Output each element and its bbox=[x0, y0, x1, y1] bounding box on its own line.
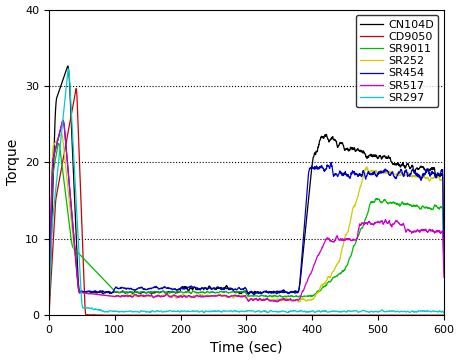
SR517 bbox=[77, 290, 82, 294]
CN104D bbox=[77, 289, 82, 294]
SR517 bbox=[440, 275, 446, 279]
X-axis label: Time (sec): Time (sec) bbox=[210, 341, 282, 355]
CD9050 bbox=[93, 313, 98, 317]
SR297 bbox=[222, 309, 227, 314]
SR454 bbox=[440, 251, 446, 255]
SR454 bbox=[213, 285, 219, 289]
CD9050 bbox=[77, 169, 82, 173]
SR517 bbox=[222, 293, 227, 298]
CN104D bbox=[93, 291, 98, 295]
CN104D bbox=[65, 64, 70, 68]
SR9011 bbox=[46, 301, 51, 305]
SR517 bbox=[93, 292, 98, 296]
SR297 bbox=[271, 309, 276, 314]
SR252 bbox=[222, 294, 227, 298]
SR517 bbox=[46, 300, 51, 304]
Legend: CN104D, CD9050, SR9011, SR252, SR454, SR517, SR297: CN104D, CD9050, SR9011, SR252, SR454, SR… bbox=[355, 15, 437, 107]
SR297 bbox=[440, 311, 446, 315]
CN104D bbox=[440, 250, 446, 254]
SR454 bbox=[222, 287, 227, 291]
CD9050 bbox=[271, 313, 276, 317]
SR297 bbox=[46, 306, 51, 311]
SR252 bbox=[46, 298, 51, 302]
SR9011 bbox=[440, 266, 446, 270]
SR252 bbox=[93, 292, 98, 296]
SR454 bbox=[271, 289, 276, 294]
Line: CD9050: CD9050 bbox=[49, 89, 443, 315]
CD9050 bbox=[229, 313, 235, 317]
SR9011 bbox=[93, 269, 98, 274]
CD9050 bbox=[222, 313, 228, 317]
SR252 bbox=[229, 294, 235, 298]
CD9050 bbox=[214, 313, 219, 317]
SR517 bbox=[271, 299, 276, 303]
CN104D bbox=[229, 286, 235, 291]
CN104D bbox=[46, 303, 51, 308]
SR9011 bbox=[271, 294, 276, 298]
SR517 bbox=[274, 300, 279, 304]
SR9011 bbox=[229, 290, 235, 294]
CD9050 bbox=[46, 310, 51, 315]
CN104D bbox=[222, 286, 227, 290]
CD9050 bbox=[73, 86, 78, 91]
SR517 bbox=[213, 293, 219, 298]
SR252 bbox=[440, 253, 446, 258]
SR454 bbox=[93, 289, 98, 293]
SR297 bbox=[66, 67, 71, 71]
SR297 bbox=[213, 309, 219, 314]
Line: SR9011: SR9011 bbox=[49, 144, 443, 303]
CD9050 bbox=[440, 313, 446, 317]
SR517 bbox=[60, 118, 66, 122]
SR252 bbox=[295, 300, 301, 304]
CN104D bbox=[213, 287, 219, 291]
SR454 bbox=[229, 287, 235, 291]
CN104D bbox=[271, 290, 276, 294]
SR252 bbox=[58, 131, 64, 136]
Line: SR297: SR297 bbox=[49, 69, 443, 313]
SR9011 bbox=[56, 141, 62, 146]
SR517 bbox=[229, 294, 235, 298]
SR297 bbox=[93, 307, 98, 311]
SR9011 bbox=[77, 252, 82, 257]
SR9011 bbox=[213, 291, 219, 295]
Line: CN104D: CN104D bbox=[49, 66, 443, 306]
SR252 bbox=[271, 297, 276, 302]
SR252 bbox=[77, 290, 82, 294]
Line: SR454: SR454 bbox=[49, 120, 443, 302]
SR454 bbox=[60, 118, 66, 122]
SR252 bbox=[213, 294, 219, 298]
SR297 bbox=[77, 267, 82, 271]
Line: SR252: SR252 bbox=[49, 134, 443, 302]
Line: SR517: SR517 bbox=[49, 120, 443, 302]
SR9011 bbox=[222, 289, 227, 294]
SR454 bbox=[46, 300, 51, 304]
SR454 bbox=[77, 291, 82, 295]
CD9050 bbox=[99, 313, 105, 317]
SR297 bbox=[229, 309, 235, 314]
Y-axis label: Torque: Torque bbox=[6, 139, 20, 185]
